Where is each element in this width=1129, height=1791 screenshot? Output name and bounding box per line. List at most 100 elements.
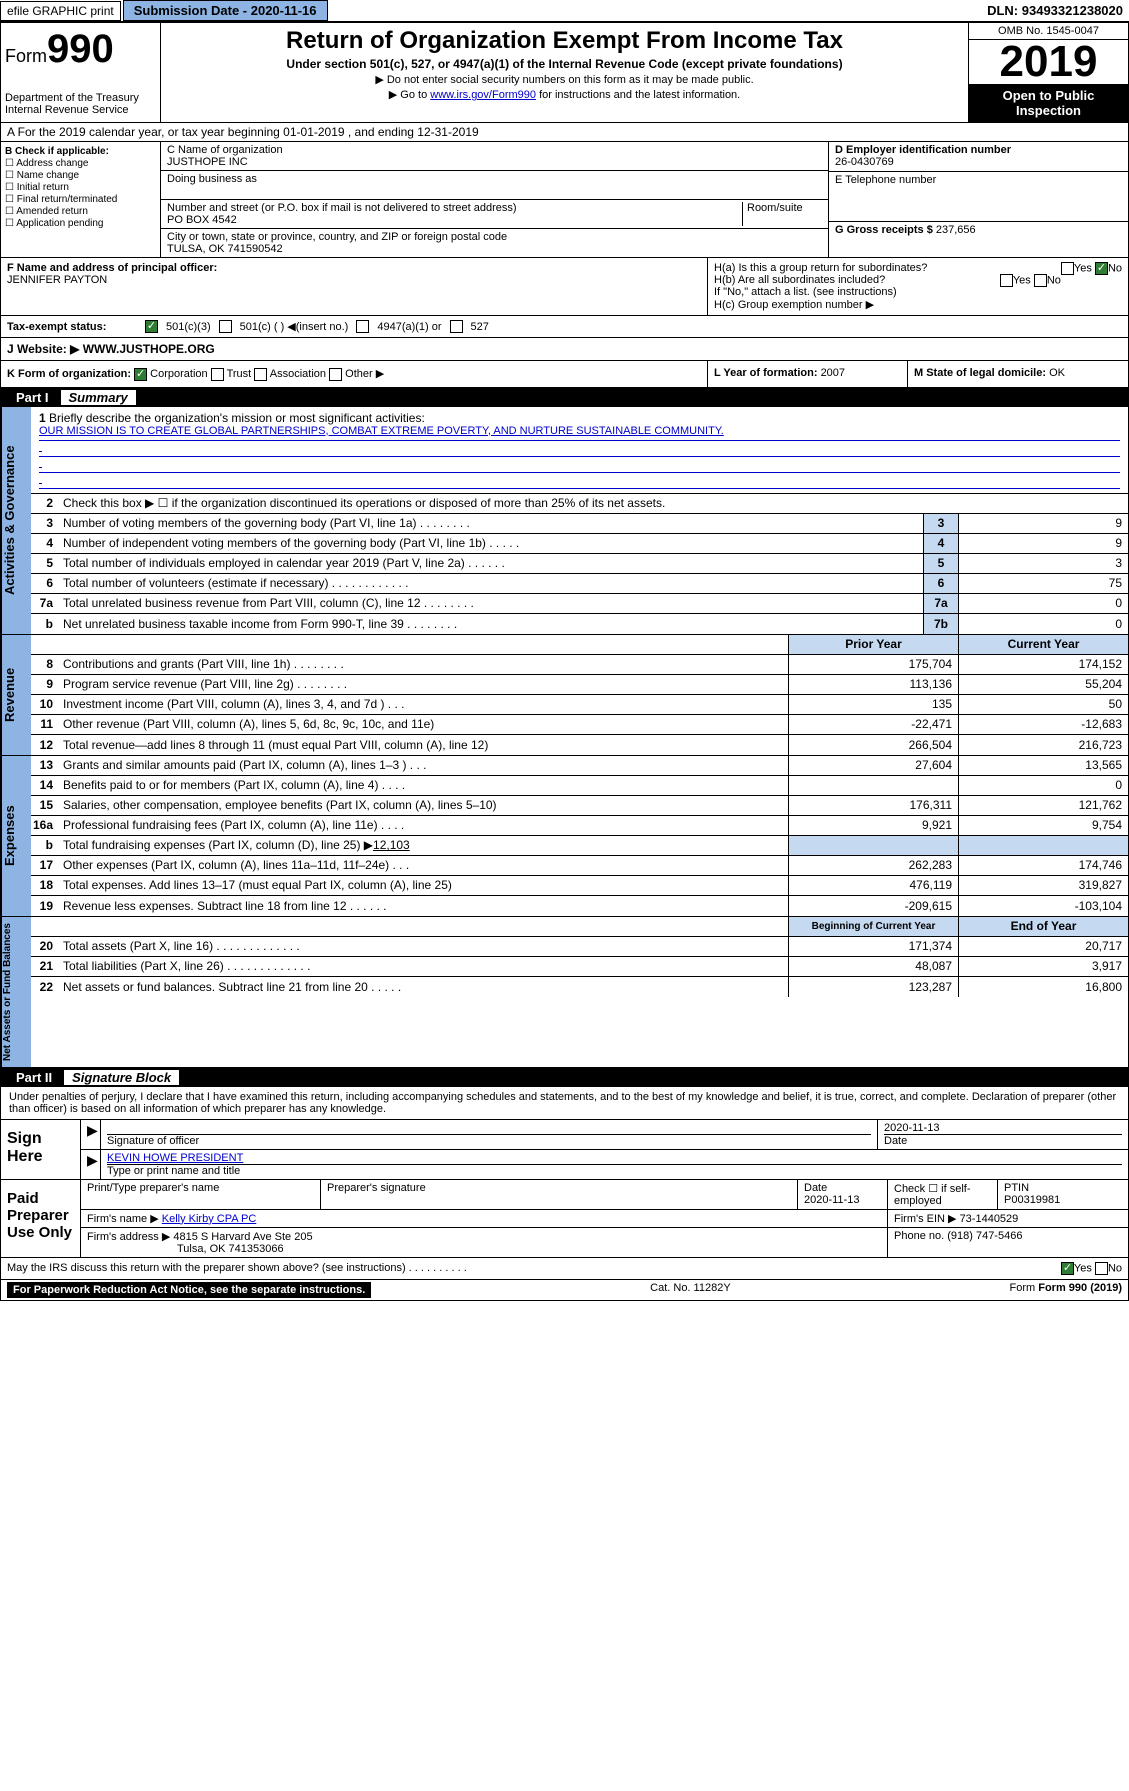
- chk-name-change[interactable]: ☐ Name change: [5, 170, 156, 181]
- dept-treasury: Department of the Treasury: [5, 92, 156, 104]
- cat-number: Cat. No. 11282Y: [650, 1282, 731, 1298]
- val-3: 9: [958, 514, 1128, 533]
- chk-other[interactable]: [329, 368, 342, 381]
- header-right: OMB No. 1545-0047 2019 Open to Public In…: [968, 23, 1128, 122]
- submission-date-btn[interactable]: Submission Date - 2020-11-16: [123, 0, 328, 21]
- form-ref: Form Form 990 (2019): [1010, 1282, 1123, 1298]
- officer-name: JENNIFER PAYTON: [7, 274, 701, 286]
- discuss-question: May the IRS discuss this return with the…: [7, 1262, 1061, 1275]
- tax-year: 2019: [969, 40, 1128, 84]
- discuss-yes[interactable]: ✓: [1061, 1262, 1074, 1275]
- val-7a: 0: [958, 594, 1128, 613]
- paid-preparer-label: Paid Preparer Use Only: [1, 1180, 81, 1257]
- part2-header: Part II Signature Block: [0, 1068, 1129, 1087]
- form-subtitle: Under section 501(c), 527, or 4947(a)(1)…: [165, 57, 964, 71]
- footer: For Paperwork Reduction Act Notice, see …: [0, 1280, 1129, 1301]
- mission-text: OUR MISSION IS TO CREATE GLOBAL PARTNERS…: [39, 425, 1120, 441]
- hdr-beginning: Beginning of Current Year: [788, 917, 958, 936]
- firm-phone: (918) 747-5466: [947, 1230, 1022, 1242]
- form-number: Form990: [5, 27, 156, 72]
- irs-label: Internal Revenue Service: [5, 104, 156, 116]
- ha-no[interactable]: ✓: [1095, 262, 1108, 275]
- box-c: C Name of organization JUSTHOPE INC Doin…: [161, 142, 828, 257]
- addr-label: Number and street (or P.O. box if mail i…: [167, 202, 742, 214]
- sidelabel-governance: Activities & Governance: [1, 407, 31, 634]
- firm-ein: 73-1440529: [960, 1213, 1019, 1225]
- hb-yes[interactable]: [1000, 274, 1013, 287]
- header-mid: Return of Organization Exempt From Incom…: [161, 23, 968, 122]
- val-6: 75: [958, 574, 1128, 593]
- discuss-no[interactable]: [1095, 1262, 1108, 1275]
- box-k: K Form of organization: ✓ Corporation Tr…: [1, 361, 708, 387]
- sidelabel-revenue: Revenue: [1, 635, 31, 755]
- city-label: City or town, state or province, country…: [167, 231, 822, 243]
- chk-final-return[interactable]: ☐ Final return/terminated: [5, 194, 156, 205]
- row-fh: F Name and address of principal officer:…: [0, 258, 1129, 316]
- chk-amended[interactable]: ☐ Amended return: [5, 206, 156, 217]
- chk-501c3[interactable]: ✓: [145, 320, 158, 333]
- row-klm: K Form of organization: ✓ Corporation Tr…: [0, 361, 1129, 388]
- box-l: L Year of formation: 2007: [708, 361, 908, 387]
- section-governance: Activities & Governance 1 Briefly descri…: [0, 407, 1129, 635]
- val-7b: 0: [958, 614, 1128, 634]
- line-1: 1 Briefly describe the organization's mi…: [31, 407, 1128, 494]
- hdr-prior: Prior Year: [788, 635, 958, 654]
- chk-4947[interactable]: [356, 320, 369, 333]
- part1-header: Part I Summary: [0, 388, 1129, 407]
- box-m: M State of legal domicile: OK: [908, 361, 1128, 387]
- form-title: Return of Organization Exempt From Incom…: [165, 27, 964, 55]
- hb-no[interactable]: [1034, 274, 1047, 287]
- city: TULSA, OK 741590542: [167, 243, 822, 255]
- row-i: Tax-exempt status: ✓501(c)(3) 501(c) ( )…: [0, 316, 1129, 338]
- org-name: JUSTHOPE INC: [167, 156, 822, 168]
- topbar: efile GRAPHIC print Submission Date - 20…: [0, 0, 1129, 22]
- section-expenses: Expenses 13Grants and similar amounts pa…: [0, 756, 1129, 917]
- ptin-value: P00319981: [1004, 1194, 1060, 1206]
- website-value: WWW.JUSTHOPE.ORG: [83, 342, 215, 356]
- boxes-deg: D Employer identification number 26-0430…: [828, 142, 1128, 257]
- val-5: 3: [958, 554, 1128, 573]
- chk-501c[interactable]: [219, 320, 232, 333]
- row-j: J Website: ▶ WWW.JUSTHOPE.ORG: [0, 338, 1129, 361]
- box-h: H(a) Is this a group return for subordin…: [708, 258, 1128, 315]
- row-a-taxyear: A For the 2019 calendar year, or tax yea…: [0, 123, 1129, 142]
- form-header: Form990 Department of the Treasury Inter…: [0, 22, 1129, 123]
- chk-app-pending[interactable]: ☐ Application pending: [5, 218, 156, 229]
- gross-receipts-label: G Gross receipts $: [835, 224, 936, 236]
- addr: PO BOX 4542: [167, 214, 742, 226]
- val-4: 9: [958, 534, 1128, 553]
- dln: DLN: 93493321238020: [987, 3, 1129, 18]
- hdr-current: Current Year: [958, 635, 1128, 654]
- boxes-bcdefg: B Check if applicable: ☐ Address change …: [0, 142, 1129, 258]
- ha-yes[interactable]: [1061, 262, 1074, 275]
- sidelabel-expenses: Expenses: [1, 756, 31, 916]
- officer-name-title: KEVIN HOWE PRESIDENT: [107, 1152, 1122, 1164]
- phone-label: E Telephone number: [835, 174, 1122, 186]
- chk-initial-return[interactable]: ☐ Initial return: [5, 182, 156, 193]
- goto-note: ▶ Go to www.irs.gov/Form990 for instruct…: [165, 88, 964, 101]
- ein-label: D Employer identification number: [835, 144, 1122, 156]
- dba-label: Doing business as: [167, 173, 822, 185]
- chk-527[interactable]: [450, 320, 463, 333]
- hdr-endyear: End of Year: [958, 917, 1128, 936]
- chk-address-change[interactable]: ☐ Address change: [5, 158, 156, 169]
- arrow-icon: ▶: [87, 1152, 98, 1168]
- room-label: Room/suite: [742, 202, 822, 226]
- header-left: Form990 Department of the Treasury Inter…: [1, 23, 161, 122]
- section-revenue: Revenue Prior YearCurrent Year 8Contribu…: [0, 635, 1129, 756]
- sign-here-label: Sign Here: [1, 1120, 81, 1179]
- firm-name: Kelly Kirby CPA PC: [162, 1213, 257, 1225]
- chk-corp[interactable]: ✓: [134, 368, 147, 381]
- box-b: B Check if applicable: ☐ Address change …: [1, 142, 161, 257]
- box-f: F Name and address of principal officer:…: [1, 258, 708, 315]
- pra-notice: For Paperwork Reduction Act Notice, see …: [7, 1282, 371, 1298]
- section-netassets: Net Assets or Fund Balances Beginning of…: [0, 917, 1129, 1068]
- irs-link[interactable]: www.irs.gov/Form990: [430, 89, 536, 101]
- sidelabel-netassets: Net Assets or Fund Balances: [1, 917, 31, 1067]
- ein-value: 26-0430769: [835, 156, 1122, 168]
- signature-block: Under penalties of perjury, I declare th…: [0, 1087, 1129, 1280]
- chk-assoc[interactable]: [254, 368, 267, 381]
- org-name-label: C Name of organization: [167, 144, 822, 156]
- chk-trust[interactable]: [211, 368, 224, 381]
- ssn-note: ▶ Do not enter social security numbers o…: [165, 73, 964, 86]
